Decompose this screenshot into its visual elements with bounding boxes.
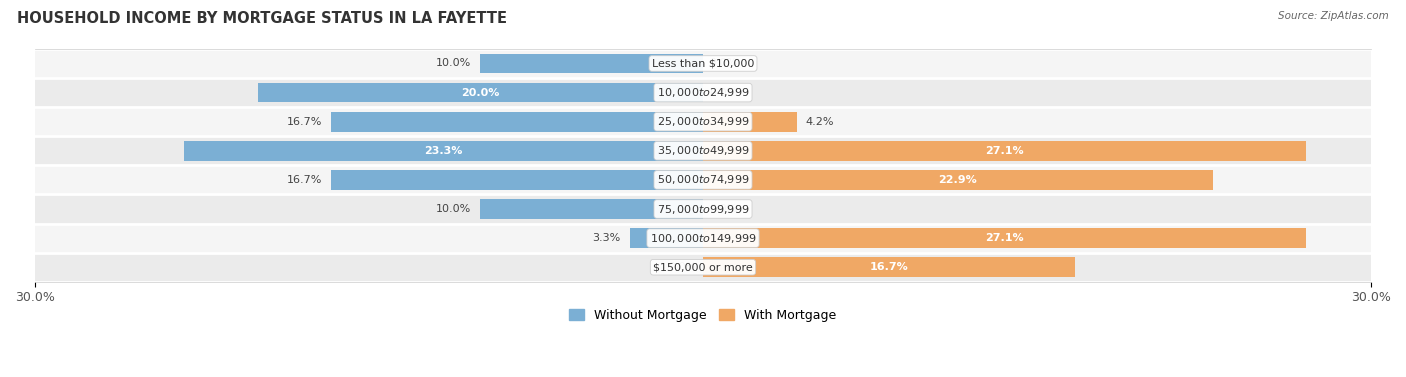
Text: 22.9%: 22.9% [939,175,977,185]
Bar [703,112,797,132]
Text: $10,000 to $24,999: $10,000 to $24,999 [657,86,749,99]
Bar [703,228,1306,248]
Bar [481,54,703,74]
Bar [35,224,1371,253]
Text: 0.0%: 0.0% [668,262,696,272]
Text: 16.7%: 16.7% [287,175,322,185]
Bar [630,228,703,248]
Bar [703,141,1306,161]
Text: $150,000 or more: $150,000 or more [654,262,752,272]
Text: 16.7%: 16.7% [287,117,322,127]
Text: $50,000 to $74,999: $50,000 to $74,999 [657,173,749,186]
Bar [257,83,703,103]
Bar [703,257,1076,277]
Text: Source: ZipAtlas.com: Source: ZipAtlas.com [1278,11,1389,21]
Text: 20.0%: 20.0% [461,87,499,98]
Text: 16.7%: 16.7% [869,262,908,272]
Bar [35,49,1371,78]
Text: 0.0%: 0.0% [710,87,738,98]
Bar [35,195,1371,224]
Text: 10.0%: 10.0% [436,58,471,69]
Bar [330,112,703,132]
Bar [35,253,1371,282]
Text: 23.3%: 23.3% [425,146,463,156]
Text: $75,000 to $99,999: $75,000 to $99,999 [657,202,749,216]
Text: 27.1%: 27.1% [986,233,1024,243]
Legend: Without Mortgage, With Mortgage: Without Mortgage, With Mortgage [564,304,842,327]
Text: 3.3%: 3.3% [592,233,620,243]
Bar [481,199,703,219]
Bar [184,141,703,161]
Text: 0.0%: 0.0% [710,204,738,214]
Text: HOUSEHOLD INCOME BY MORTGAGE STATUS IN LA FAYETTE: HOUSEHOLD INCOME BY MORTGAGE STATUS IN L… [17,11,508,26]
Text: 4.2%: 4.2% [806,117,834,127]
Bar [35,136,1371,166]
Text: $100,000 to $149,999: $100,000 to $149,999 [650,231,756,245]
Text: 0.0%: 0.0% [710,58,738,69]
Text: Less than $10,000: Less than $10,000 [652,58,754,69]
Bar [35,107,1371,136]
Bar [35,78,1371,107]
Bar [703,170,1213,190]
Bar [330,170,703,190]
Text: 10.0%: 10.0% [436,204,471,214]
Text: $25,000 to $34,999: $25,000 to $34,999 [657,115,749,128]
Text: $35,000 to $49,999: $35,000 to $49,999 [657,144,749,157]
Text: 27.1%: 27.1% [986,146,1024,156]
Bar [35,166,1371,195]
